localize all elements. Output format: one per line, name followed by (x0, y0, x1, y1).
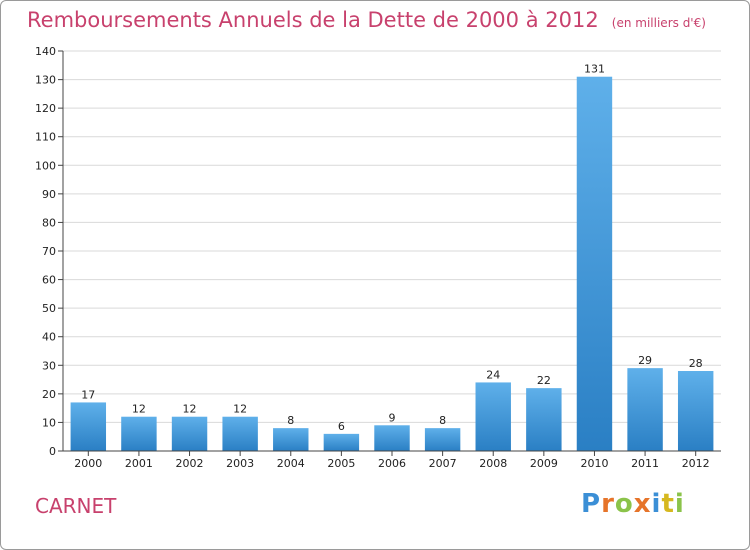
y-tick-label: 110 (35, 131, 56, 144)
y-tick-label: 90 (42, 188, 56, 201)
logo-letter: t (661, 489, 675, 519)
bar-2005 (323, 433, 360, 451)
y-tick-label: 10 (42, 416, 56, 429)
x-tick-label-2007: 2007 (429, 457, 457, 470)
y-tick-label: 50 (42, 302, 56, 315)
y-tick-label: 30 (42, 359, 56, 372)
value-label-2001: 12 (132, 403, 146, 416)
bar-2009 (526, 388, 562, 451)
chart-title: Remboursements Annuels de la Dette de 20… (27, 8, 706, 32)
bar-2006 (374, 425, 410, 451)
value-label-2008: 24 (486, 368, 500, 381)
x-tick-label-2005: 2005 (327, 457, 355, 470)
logo-letter: x (633, 489, 652, 519)
logo-letter: o (614, 489, 634, 519)
y-tick-label: 120 (35, 102, 56, 115)
y-tick-label: 70 (42, 245, 56, 258)
value-label-2002: 12 (183, 403, 197, 416)
commune-name: CARNET (35, 494, 117, 518)
y-tick-label: 100 (35, 159, 56, 172)
x-tick-label-2000: 2000 (74, 457, 102, 470)
x-tick-label-2006: 2006 (378, 457, 406, 470)
logo-letter: i (651, 489, 662, 519)
axes: 0 10 20 30 40 50 60 70 80 90 100 110 120 130 140 2000 20… (35, 45, 721, 470)
x-tick-label-2012: 2012 (682, 457, 710, 470)
logo-letter: P (581, 489, 602, 519)
x-tick-label-2008: 2008 (479, 457, 507, 470)
bar-2007 (424, 428, 461, 451)
chart-unit-text: (en milliers d'€) (611, 16, 706, 30)
value-label-2006: 9 (389, 411, 396, 424)
value-label-2003: 12 (233, 403, 247, 416)
y-tick-label: 130 (35, 74, 56, 87)
x-tick-label-2010: 2010 (580, 457, 608, 470)
bar-2001 (121, 416, 157, 451)
bar-2002 (171, 416, 208, 451)
bar-2004 (273, 428, 309, 451)
value-label-2009: 22 (537, 374, 551, 387)
x-tick-label-2001: 2001 (125, 457, 153, 470)
bar-2000 (70, 402, 107, 451)
x-tick-label-2002: 2002 (176, 457, 204, 470)
x-tick-label-2003: 2003 (226, 457, 254, 470)
grid-lines (63, 50, 721, 423)
y-tick-label: 140 (35, 45, 56, 58)
y-tick-label: 0 (49, 445, 56, 458)
bar-2008 (475, 382, 511, 451)
bar-2010 (576, 76, 613, 451)
bar-2003 (222, 416, 258, 451)
x-tick-label-2004: 2004 (277, 457, 305, 470)
x-tick-label-2011: 2011 (631, 457, 659, 470)
y-tick-label: 40 (42, 331, 56, 344)
bars: 17 12 12 12 8 6 9 8 24 22 131 29 28 (70, 63, 714, 451)
value-label-2011: 29 (638, 354, 652, 367)
value-label-2012: 28 (689, 357, 703, 370)
value-label-2000: 17 (81, 388, 95, 401)
bar-2012 (677, 371, 714, 451)
x-tick-label-2009: 2009 (530, 457, 558, 470)
y-tick-label: 60 (42, 274, 56, 287)
logo-letter: r (601, 489, 615, 519)
value-label-2005: 6 (338, 420, 345, 433)
value-label-2004: 8 (287, 414, 294, 427)
value-label-2007: 8 (439, 414, 446, 427)
value-label-2010: 131 (584, 63, 605, 76)
bar-2011 (627, 368, 663, 451)
y-tick-label: 80 (42, 216, 56, 229)
chart-title-text: Remboursements Annuels de la Dette de 20… (27, 8, 599, 32)
y-tick-label: 20 (42, 388, 56, 401)
logo-letter: i (674, 489, 685, 519)
proxiti-logo: Proxiti (581, 489, 685, 519)
